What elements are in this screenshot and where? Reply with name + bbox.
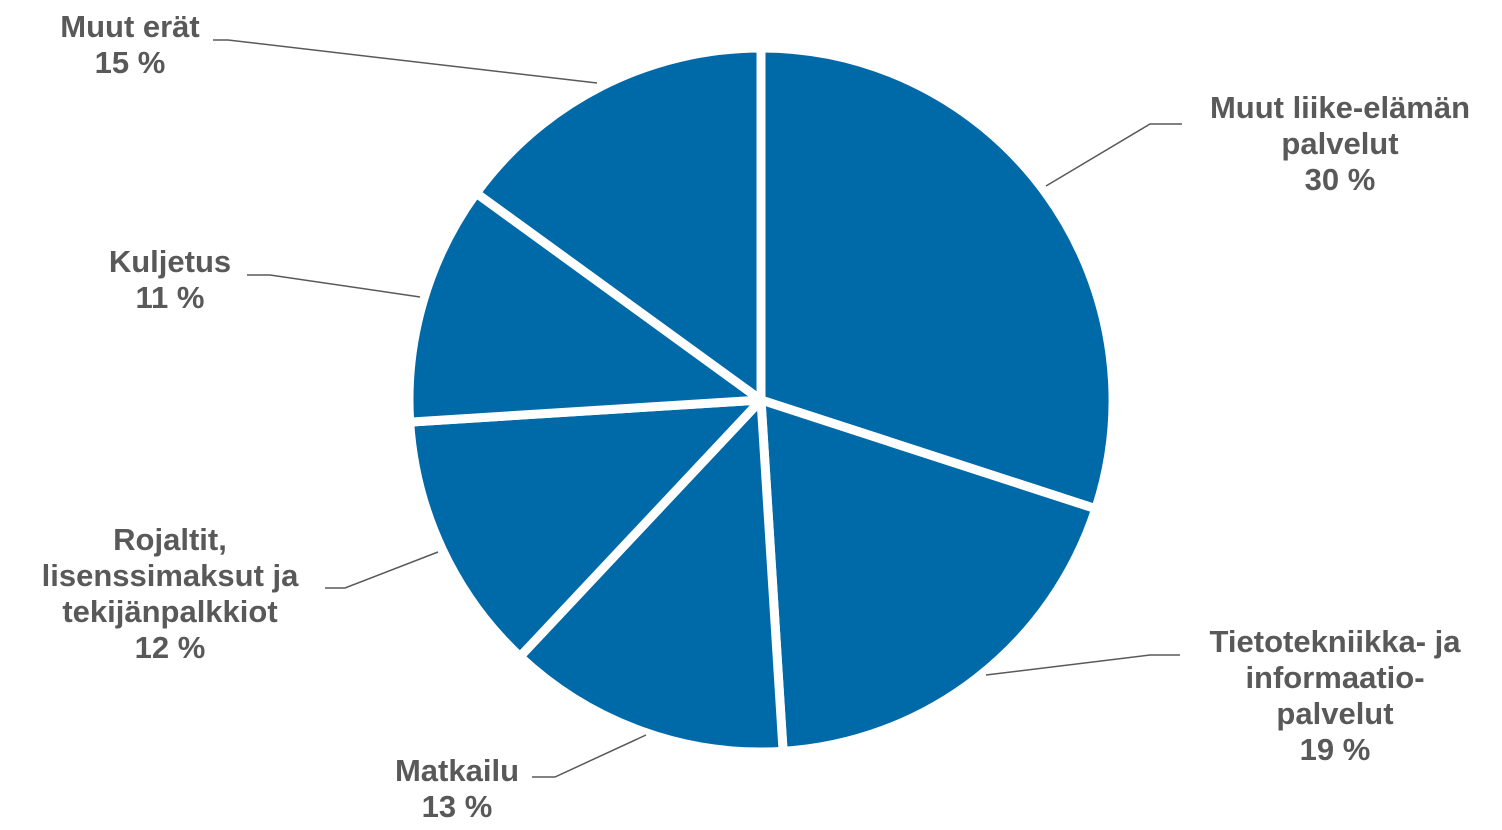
pie-slices — [404, 43, 1118, 757]
pie-slice — [405, 395, 766, 662]
slice-category-label: lisenssimaksut ja — [42, 558, 300, 593]
leader-line — [247, 274, 421, 298]
slice-category-label: Muut erät — [60, 9, 200, 44]
slice-category-label: tekijänpalkkiot — [62, 594, 277, 629]
slice-category-label: Tietotekniikka- ja — [1210, 624, 1462, 659]
slice-value-label: 13 % — [422, 789, 493, 824]
pie-slice — [756, 43, 1118, 514]
pie-slice — [404, 188, 766, 427]
pie-slice — [515, 395, 788, 757]
leader-line — [985, 654, 1180, 676]
slice-category-label: informaatio- — [1245, 660, 1424, 695]
leader-line — [1045, 123, 1182, 187]
slice-category-label: Muut liike-elämän — [1210, 90, 1470, 125]
pie-slice — [471, 43, 766, 405]
slice-label: Tietotekniikka- jainformaatio-palvelut19… — [1210, 624, 1462, 767]
slice-value-label: 12 % — [135, 630, 206, 665]
leader-line — [213, 39, 598, 84]
slice-label: Rojaltit,lisenssimaksut jatekijänpalkkio… — [42, 522, 300, 665]
slice-category-label: palvelut — [1281, 126, 1398, 161]
slice-value-label: 30 % — [1305, 162, 1376, 197]
slice-value-label: 15 % — [95, 45, 166, 80]
slice-value-label: 11 % — [136, 280, 205, 315]
slice-value-label: 19 % — [1300, 732, 1371, 767]
leader-line — [325, 551, 439, 589]
slice-category-label: Rojaltit, — [113, 522, 227, 557]
pie-slice — [756, 395, 1101, 756]
slice-category-label: Matkailu — [395, 753, 519, 788]
slice-category-label: Kuljetus — [109, 244, 231, 279]
leader-line — [532, 734, 647, 778]
leader-lines — [213, 39, 1182, 778]
slice-category-label: palvelut — [1276, 696, 1393, 731]
